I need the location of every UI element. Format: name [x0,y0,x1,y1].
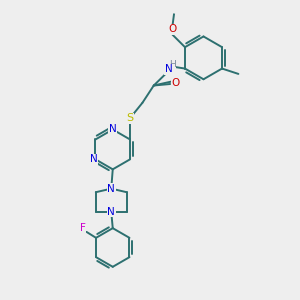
Text: H: H [169,60,175,69]
Text: N: N [107,184,115,194]
Text: F: F [80,223,86,233]
Text: N: N [109,124,117,134]
Text: N: N [165,64,172,74]
Text: O: O [168,24,177,34]
Text: S: S [126,113,134,123]
Text: O: O [172,78,180,88]
Text: N: N [107,207,115,217]
Text: N: N [90,154,98,164]
